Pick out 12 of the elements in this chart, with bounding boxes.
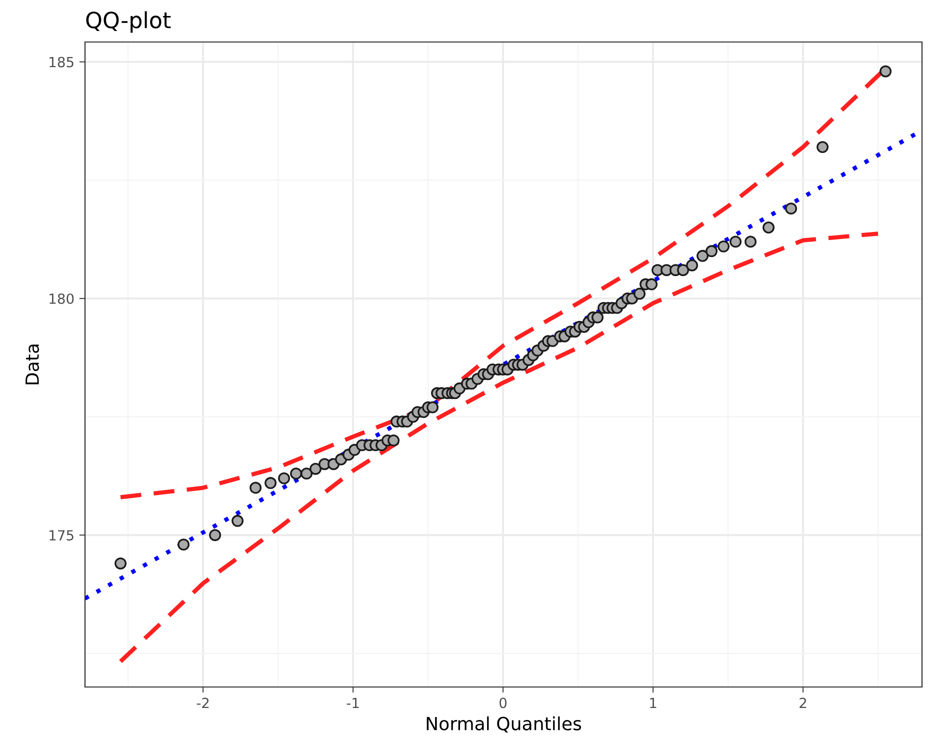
- x-axis-title: Normal Quantiles: [426, 716, 582, 732]
- x-tick-label: 2: [800, 698, 806, 708]
- y-tick-label: 180: [50, 293, 74, 304]
- y-tick-label: 175: [50, 530, 74, 541]
- x-tick-label: 0: [500, 698, 507, 708]
- x-tick-label: 1: [650, 698, 656, 708]
- y-axis-title: Data: [26, 344, 40, 384]
- line-series: [118, 232, 880, 664]
- chart-title: QQ-plot: [86, 11, 171, 33]
- x-tick-label: -1: [346, 698, 359, 708]
- y-tick-label: 185: [50, 56, 74, 68]
- x-tick-label: -2: [196, 698, 209, 708]
